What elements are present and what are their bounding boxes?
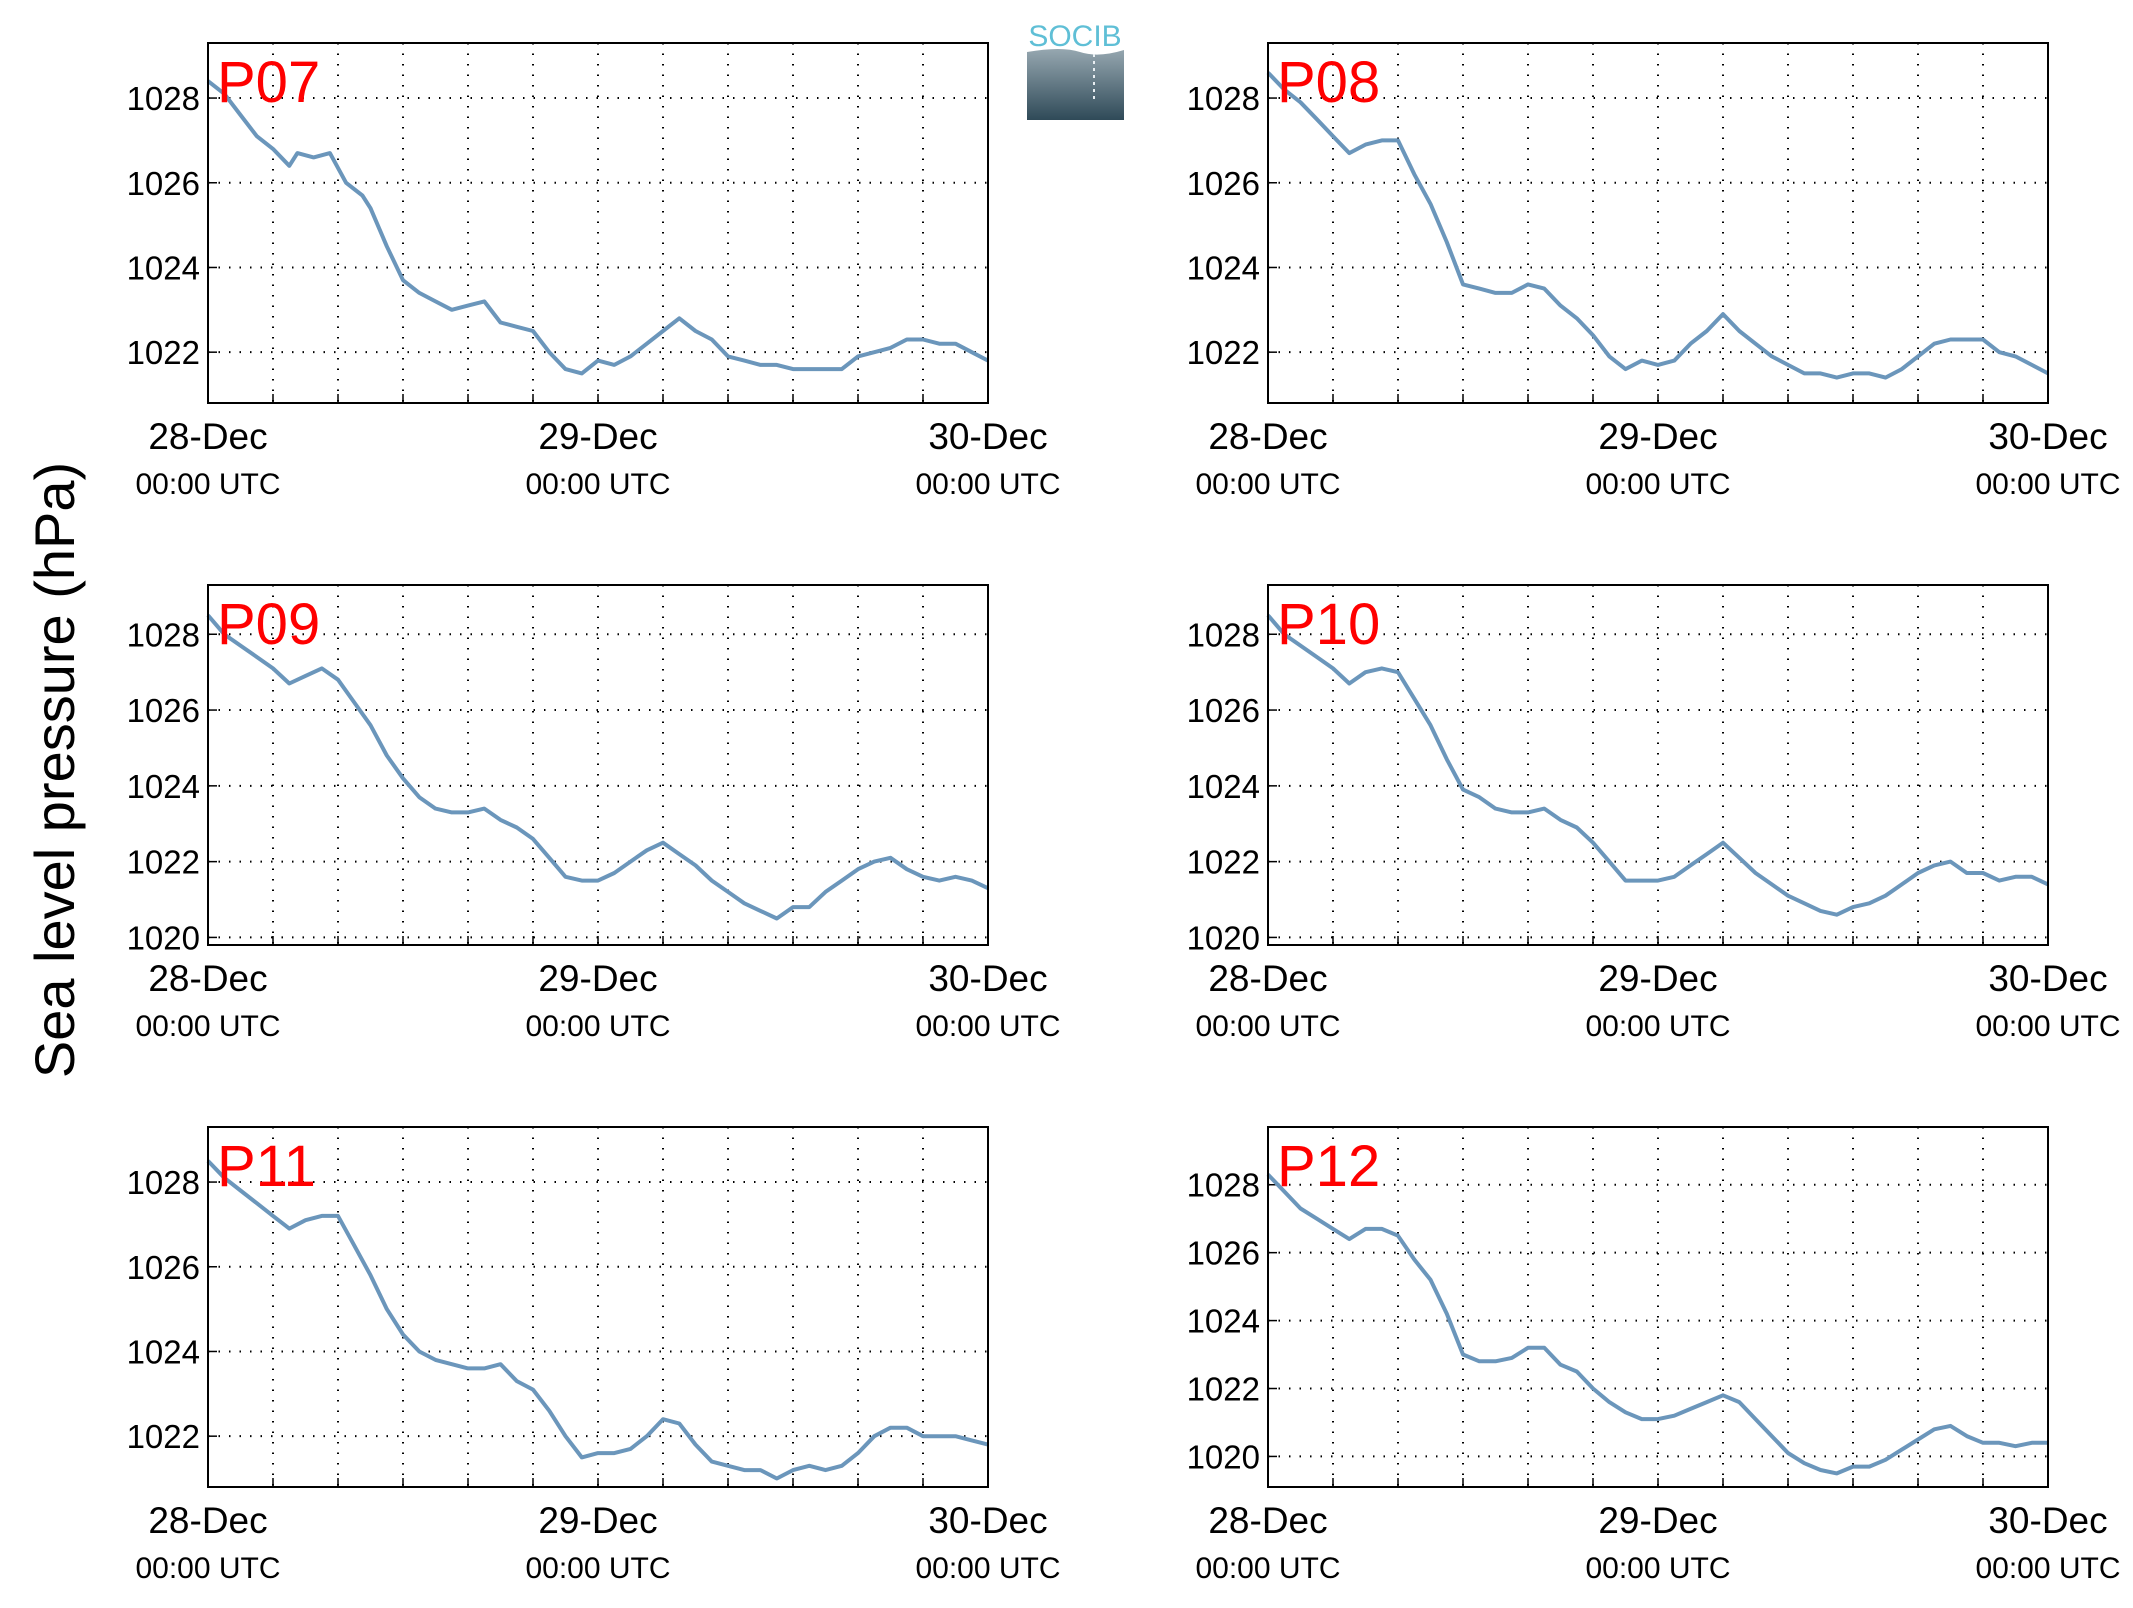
x-tick-time-label: 00:00 UTC (1975, 1010, 2120, 1043)
y-axis-label: Sea level pressure (hPa) (23, 462, 86, 1078)
x-tick-date-label: 29-Dec (1598, 416, 1717, 457)
x-tick-time-label: 00:00 UTC (1585, 1552, 1730, 1585)
x-tick-date-label: 30-Dec (928, 1500, 1047, 1541)
y-tick-label: 1028 (1187, 1167, 1260, 1204)
x-tick-date-label: 29-Dec (1598, 958, 1717, 999)
x-tick-date-label: 28-Dec (148, 958, 267, 999)
y-tick-label: 1026 (127, 692, 200, 729)
x-tick-date-label: 28-Dec (1208, 1500, 1327, 1541)
x-tick-time-label: 00:00 UTC (915, 468, 1060, 501)
x-tick-time-label: 00:00 UTC (525, 468, 670, 501)
station-label: P12 (1277, 1134, 1380, 1199)
y-tick-label: 1022 (1187, 334, 1260, 371)
x-tick-time-label: 00:00 UTC (135, 1010, 280, 1043)
station-label: P07 (217, 50, 320, 115)
y-tick-label: 1028 (1187, 616, 1260, 653)
y-tick-label: 1022 (1187, 1371, 1260, 1408)
x-tick-time-label: 00:00 UTC (135, 1552, 280, 1585)
y-tick-label: 1024 (1187, 768, 1260, 805)
y-tick-label: 1024 (127, 1333, 200, 1370)
x-tick-date-label: 30-Dec (1988, 958, 2107, 999)
x-tick-date-label: 28-Dec (148, 1500, 267, 1541)
y-tick-label: 1022 (127, 844, 200, 881)
panel-p11: 1022 1024 1026 1028 28-Dec 00:00 UTC 29-Dec 00:… (127, 1126, 1061, 1585)
panel-p09: 1020 1022 1024 1026 1028 28-Dec 00:00 UTC 29-De… (127, 584, 1061, 1043)
x-tick-time-label: 00:00 UTC (135, 468, 280, 501)
pressure-line-p11 (206, 1159, 989, 1481)
x-tick-date-label: 29-Dec (538, 416, 657, 457)
pressure-line-p12 (1266, 1173, 2048, 1476)
x-tick-date-label: 28-Dec (1208, 958, 1327, 999)
station-label: P11 (217, 1134, 316, 1199)
axes-frame (1267, 42, 2049, 404)
pressure-line-p09 (206, 613, 989, 921)
pressure-line-p08 (1266, 71, 2049, 380)
y-tick-label: 1028 (127, 616, 200, 653)
x-tick-time-label: 00:00 UTC (1975, 1552, 2120, 1585)
x-tick-date-label: 29-Dec (538, 958, 657, 999)
x-tick-date-label: 30-Dec (1988, 1500, 2107, 1541)
axes-frame (1267, 584, 2049, 946)
y-tick-label: 1028 (1187, 80, 1260, 117)
y-tick-label: 1022 (127, 1418, 200, 1455)
y-tick-label: 1020 (1187, 1438, 1260, 1475)
y-tick-label: 1026 (127, 1249, 200, 1286)
x-tick-date-label: 30-Dec (1988, 416, 2107, 457)
station-label: P08 (1277, 50, 1380, 115)
panel-p12: 1020 1022 1024 1026 1028 28-Dec 00:00 UTC 29-De… (1187, 1126, 2121, 1585)
x-tick-time-label: 00:00 UTC (525, 1010, 670, 1043)
station-label: P09 (217, 592, 320, 657)
axes-frame (207, 1126, 989, 1488)
x-tick-date-label: 28-Dec (148, 416, 267, 457)
pressure-line-p10 (1266, 613, 2049, 917)
y-tick-label: 1024 (127, 768, 200, 805)
panel-p07: 1022 1024 1026 1028 28-Dec 00:00 UTC 29-Dec 00:… (127, 42, 1061, 501)
y-tick-label: 1020 (1187, 919, 1260, 956)
x-tick-time-label: 00:00 UTC (1195, 1552, 1340, 1585)
y-tick-label: 1026 (1187, 165, 1260, 202)
x-tick-time-label: 00:00 UTC (915, 1010, 1060, 1043)
panels: 1022 1024 1026 1028 28-Dec 00:00 UTC 29-Dec 00:… (127, 42, 2121, 1585)
x-tick-time-label: 00:00 UTC (1195, 468, 1340, 501)
y-tick-label: 1026 (1187, 692, 1260, 729)
x-tick-time-label: 00:00 UTC (1975, 468, 2120, 501)
socib-logo: SOCIB (1027, 20, 1124, 120)
y-tick-label: 1024 (127, 249, 200, 286)
logo-text: SOCIB (1028, 20, 1121, 53)
axes-frame (207, 584, 989, 946)
x-tick-date-label: 28-Dec (1208, 416, 1327, 457)
station-label: P10 (1277, 592, 1380, 657)
x-tick-time-label: 00:00 UTC (915, 1552, 1060, 1585)
y-tick-label: 1028 (127, 80, 200, 117)
panel-p10: 1020 1022 1024 1026 1028 28-Dec 00:00 UTC 29-De… (1187, 584, 2121, 1043)
y-tick-label: 1026 (127, 165, 200, 202)
y-tick-label: 1022 (1187, 844, 1260, 881)
x-tick-time-label: 00:00 UTC (1585, 468, 1730, 501)
y-tick-label: 1024 (1187, 249, 1260, 286)
x-tick-time-label: 00:00 UTC (525, 1552, 670, 1585)
x-tick-date-label: 30-Dec (928, 958, 1047, 999)
y-tick-label: 1020 (127, 919, 200, 956)
x-tick-time-label: 00:00 UTC (1585, 1010, 1730, 1043)
axes-frame (1267, 1126, 2049, 1488)
x-tick-time-label: 00:00 UTC (1195, 1010, 1340, 1043)
y-tick-label: 1026 (1187, 1235, 1260, 1272)
y-tick-label: 1024 (1187, 1303, 1260, 1340)
axes-frame (207, 42, 989, 404)
x-tick-date-label: 30-Dec (928, 416, 1047, 457)
panel-p08: 1022 1024 1026 1028 28-Dec 00:00 UTC 29-Dec 00:… (1187, 42, 2121, 501)
y-tick-label: 1028 (127, 1164, 200, 1201)
y-tick-label: 1022 (127, 334, 200, 371)
logo-wave (1027, 49, 1124, 120)
pressure-line-p07 (206, 79, 989, 376)
x-tick-date-label: 29-Dec (538, 1500, 657, 1541)
x-tick-date-label: 29-Dec (1598, 1500, 1717, 1541)
